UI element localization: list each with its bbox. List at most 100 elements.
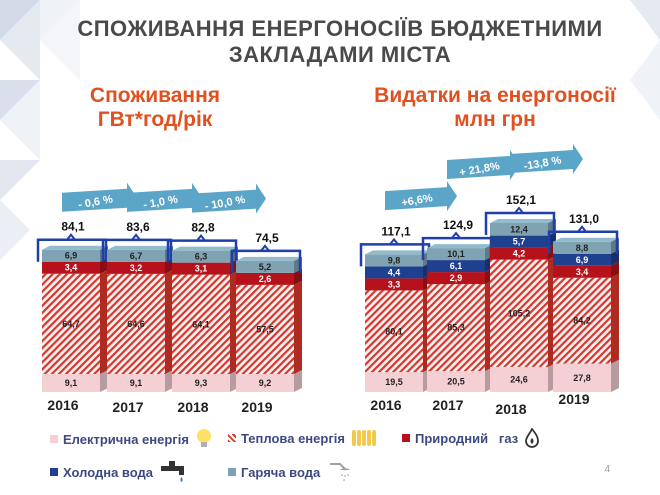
bar-stack-2019: 9,2 57,5 2,6 5,2 74,5 2019 <box>230 231 302 415</box>
category-label: 2017 <box>432 397 463 413</box>
legend-swatch-cold-water <box>50 468 58 476</box>
gas-flame-icon <box>525 428 540 448</box>
data-label: 105,2 <box>508 308 531 318</box>
bracket-point <box>131 233 141 241</box>
bar-segment-cold_water <box>365 266 423 279</box>
bar-segment-gas <box>490 247 548 260</box>
total-label: 82,8 <box>191 221 215 235</box>
bar-top-face <box>42 245 108 250</box>
radiator-icon <box>351 430 376 446</box>
data-label: 27,8 <box>573 373 591 383</box>
bar-segment-cold_water <box>553 253 611 266</box>
data-label: 3,3 <box>388 279 401 289</box>
legend-label-electric: Електрична енергія <box>63 431 189 447</box>
change-arrow-shape <box>385 181 457 212</box>
data-label: 64,1 <box>192 319 210 329</box>
bar-top-face <box>365 250 431 255</box>
bar-stack-2016: 9,1 64,7 3,4 6,9 84,1 2016 <box>36 220 108 413</box>
left-chart-subtitle-line-2: ГВт*год/рік <box>97 108 213 131</box>
bar-stack-2019: 27,8 84,2 3,4 6,9 8,8 131,0 2019 <box>547 212 619 407</box>
bracket-point <box>451 231 461 239</box>
data-label: 6,1 <box>450 261 463 271</box>
bracket <box>36 238 108 262</box>
data-label: 9,2 <box>259 378 272 388</box>
bar-top-face <box>490 218 556 223</box>
data-label: 6,3 <box>195 252 208 262</box>
total-label: 124,9 <box>443 218 473 232</box>
data-label: 19,5 <box>385 377 403 387</box>
change-arrow-shape <box>192 183 266 214</box>
data-label: 80,1 <box>385 326 403 336</box>
total-label: 74,5 <box>255 231 279 245</box>
bar-segment-electric <box>553 363 611 392</box>
bar-stack-2018: 24,6 105,2 4,2 5,7 12,4 152,1 2018 <box>484 193 556 417</box>
change-arrow: -13,8 % <box>510 143 583 174</box>
category-label: 2016 <box>47 397 78 413</box>
legend-swatch-hot-water <box>228 468 236 476</box>
bar-segment-cold_water <box>490 235 548 248</box>
bar-top-face <box>427 244 493 249</box>
bar-segment-hot_water <box>427 248 485 261</box>
consumption-chart: 9,1 64,7 3,4 6,9 84,1 2016 9,1 64,6 3,2 6,7 83,6 20… <box>36 182 302 415</box>
change-arrow-shape <box>62 182 137 213</box>
data-label: 20,5 <box>447 377 465 387</box>
bar-segment-gas <box>427 272 485 285</box>
data-label: 3,1 <box>195 264 208 274</box>
data-label: 4,4 <box>388 267 401 277</box>
shower-icon <box>330 463 351 481</box>
bracket <box>484 211 556 235</box>
bar-segment-hot_water <box>42 249 100 262</box>
bar-side-electric <box>611 359 619 392</box>
legend-item-electric: Електрична енергія <box>50 428 213 450</box>
change-arrow: - 1,0 % <box>127 182 202 213</box>
bracket-point <box>389 237 399 246</box>
total-label: 152,1 <box>506 193 536 207</box>
bar-segment-electric <box>236 374 294 392</box>
bar-top-face <box>236 256 302 261</box>
bar-segment-gas <box>236 272 294 285</box>
page-title-line-2: ЗАКЛАДАМИ МІСТА <box>228 42 452 67</box>
legend-item-heat: Теплова енергія <box>228 428 377 448</box>
change-arrow-shape <box>447 149 520 180</box>
water-tap-icon <box>161 461 184 482</box>
bar-segment-hot_water <box>490 222 548 236</box>
total-label: 84,1 <box>61 220 85 234</box>
bar-segment-heat <box>42 273 100 374</box>
bar-segment-electric <box>107 374 165 392</box>
bar-segment-hot_water <box>107 249 165 262</box>
data-label: 12,4 <box>510 224 528 234</box>
data-label: 3,4 <box>65 263 78 273</box>
total-label: 83,6 <box>126 220 150 234</box>
legend-label-heat: Теплова енергія <box>241 430 345 446</box>
bar-segment-electric <box>365 372 423 392</box>
lightbulb-icon <box>196 429 211 447</box>
bar-side-heat <box>294 280 302 374</box>
bar-top-face <box>553 237 619 242</box>
bar-segment-heat <box>365 290 423 373</box>
expenses-chart: 19,5 80,1 3,3 4,4 9,8 117,1 2016 20,5 85,3 2,9 6,1… <box>359 143 619 417</box>
change-label: - 1,0 % <box>142 194 179 212</box>
change-label: +6,6% <box>401 192 434 209</box>
legend-label-cold-water: Холодна вода <box>63 464 153 480</box>
bar-segment-gas <box>107 261 165 274</box>
data-label: 64,7 <box>62 319 80 329</box>
legend-swatch-heat <box>228 434 236 442</box>
bar-segment-heat <box>107 273 165 374</box>
bar-segment-electric <box>427 371 485 392</box>
bar-stack-2018: 9,3 64,1 3,1 6,3 82,8 2018 <box>166 221 238 415</box>
bar-stack-2017: 9,1 64,6 3,2 6,7 83,6 2017 <box>101 220 173 415</box>
bar-side-electric <box>165 370 173 392</box>
page-number: 4 <box>604 464 610 475</box>
data-label: 24,6 <box>510 374 528 384</box>
data-label: 9,1 <box>130 378 143 388</box>
data-label: 2,9 <box>450 273 463 283</box>
change-arrow: + 21,8% <box>447 149 520 180</box>
bar-segment-gas <box>42 261 100 274</box>
bar-segment-gas <box>365 278 423 291</box>
change-arrow: +6,6% <box>385 181 457 212</box>
bar-segment-hot_water <box>236 260 294 273</box>
data-label: 5,7 <box>513 237 526 247</box>
bracket <box>230 249 302 273</box>
bar-top-face <box>107 245 173 250</box>
